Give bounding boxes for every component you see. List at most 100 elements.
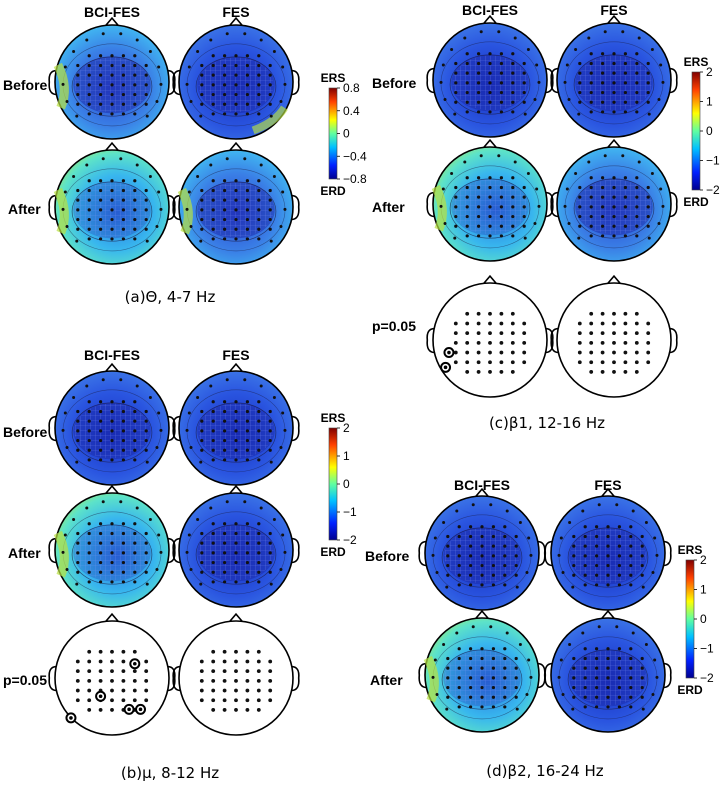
electrode-dot <box>469 563 473 568</box>
electrode-dot <box>75 114 79 118</box>
electrode-dot <box>601 110 605 114</box>
electrode-dot <box>76 102 80 106</box>
electrode-dot <box>110 112 114 116</box>
electrode-dot <box>606 676 610 680</box>
electrode-dot <box>87 198 91 202</box>
electrode-dot <box>76 570 80 574</box>
right-ear <box>669 327 678 354</box>
electrode-dot <box>469 685 473 690</box>
electrode-dot <box>87 438 91 443</box>
electrode-dot <box>514 695 518 699</box>
electrode-dot <box>450 48 454 52</box>
electrode-dot <box>651 693 655 697</box>
electrode-dot <box>640 676 644 680</box>
electrode-dot <box>234 198 238 202</box>
electrode-dot <box>465 110 469 114</box>
electrode-dot <box>257 419 261 423</box>
electrode-dot <box>644 643 648 647</box>
electrode-dot <box>234 179 238 183</box>
electrode-dot <box>615 503 619 507</box>
electrode-dot <box>635 176 639 180</box>
electrode-dot <box>431 553 435 557</box>
electrode-dot <box>101 157 105 161</box>
electrode-dot <box>661 80 665 84</box>
electrode-dot <box>527 658 531 662</box>
electrode-dot <box>510 350 515 355</box>
electrode-dot <box>279 568 283 572</box>
electrode-dot <box>257 73 261 77</box>
electrode-dot <box>446 544 450 548</box>
colorbar-tick-label: 0 <box>700 612 707 626</box>
electrode-dot <box>119 157 123 161</box>
electrode-dot <box>211 112 215 116</box>
electrode-dot <box>617 656 622 661</box>
electrode-dot <box>211 678 216 683</box>
electrode-dot <box>211 531 215 536</box>
electrode-dot <box>76 551 80 555</box>
electrode-dot <box>245 188 249 193</box>
electrode-dot <box>583 525 587 529</box>
electrode-dot <box>185 428 189 432</box>
electrode-dot <box>76 531 80 536</box>
electrode-dot <box>488 214 492 219</box>
right-ear <box>291 194 300 221</box>
electrode-dot <box>617 563 622 568</box>
electrode-dot <box>234 409 238 414</box>
electrode-dot <box>225 157 229 161</box>
electrode-dot <box>612 321 616 326</box>
electrode-dot <box>223 551 227 555</box>
electrode-dot <box>469 647 473 651</box>
electrode-dot <box>211 688 216 693</box>
nose <box>606 14 622 25</box>
electrode-dot <box>87 698 92 703</box>
electrode-dot <box>234 688 238 693</box>
row-label: Before <box>3 424 48 440</box>
nose <box>482 138 498 149</box>
electrode-dot <box>133 458 137 462</box>
colorbar-tick-label: 1 <box>343 449 350 463</box>
left-ear <box>48 69 57 96</box>
electrode-dot <box>98 669 103 674</box>
scalp-outline <box>556 282 672 398</box>
electrode-dot <box>635 214 639 219</box>
electrode-dot <box>499 331 504 336</box>
electrode-dot <box>245 112 249 116</box>
electrode-dot <box>443 222 447 226</box>
electrode-dot <box>189 225 193 229</box>
electrode-dot <box>87 448 91 452</box>
colorbar-tick-label: 1 <box>700 583 707 597</box>
electrode-dot <box>457 676 461 680</box>
electrode-dot <box>110 188 114 193</box>
electrode-dot <box>457 534 461 539</box>
electrode-dot <box>629 685 633 690</box>
electrode-dot <box>243 157 247 161</box>
electrode-dot <box>234 217 238 222</box>
electrode-dot <box>640 544 644 548</box>
electrode-dot <box>189 446 193 450</box>
electrode-dot <box>503 573 507 577</box>
topomap-head <box>544 609 672 733</box>
electrode-dot <box>465 205 469 209</box>
electrode-dot <box>603 30 607 34</box>
electrode-dot <box>488 90 492 95</box>
electrode-dot <box>110 522 114 526</box>
electrode-dot <box>646 81 650 85</box>
electrode-dot <box>488 100 492 104</box>
electrode-dot <box>634 340 639 345</box>
electrode-dot <box>641 707 645 711</box>
electrode-dot <box>469 656 473 661</box>
panel-c: BCI-FES FES Before After <box>372 2 628 215</box>
left-ear <box>544 540 553 567</box>
electrode-dot <box>132 678 137 683</box>
electrode-dot <box>646 205 650 209</box>
electrode-dot <box>491 544 495 548</box>
electrode-dot <box>61 550 65 554</box>
electrode-dot <box>454 214 458 219</box>
electrode-dot <box>514 563 518 568</box>
right-ear <box>291 415 300 442</box>
electrode-dot <box>121 54 125 58</box>
electrode-dot <box>606 583 610 587</box>
electrode-dot <box>211 419 215 423</box>
electrode-dot <box>211 429 215 433</box>
electrode-dot <box>646 61 650 66</box>
